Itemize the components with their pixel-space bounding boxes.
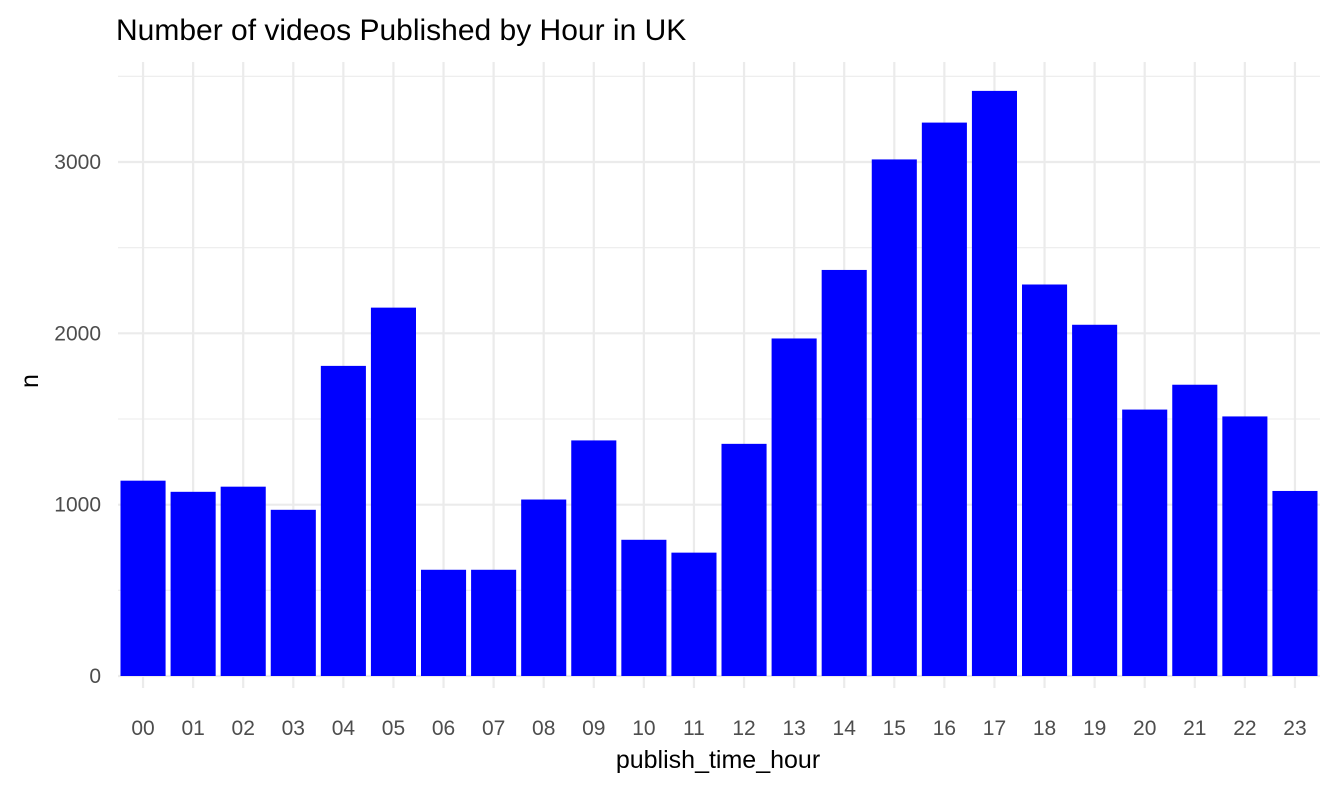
bar-20 xyxy=(1122,409,1168,676)
y-axis-title: n xyxy=(16,374,44,388)
x-tick-label: 05 xyxy=(382,717,405,740)
x-tick-label: 21 xyxy=(1183,717,1206,740)
bar-05 xyxy=(370,307,416,676)
x-tick-label: 17 xyxy=(983,717,1006,740)
x-tick-label: 10 xyxy=(632,717,655,740)
y-axis-ticks: 0 1000 2000 3000 xyxy=(54,151,101,688)
bar-02 xyxy=(220,486,266,676)
x-tick-label: 04 xyxy=(332,717,356,740)
bar-19 xyxy=(1072,324,1118,676)
x-axis-title: publish_time_hour xyxy=(616,746,820,774)
bar-18 xyxy=(1022,284,1068,676)
bar-01 xyxy=(170,491,216,676)
x-tick-label: 18 xyxy=(1033,717,1056,740)
bar-09 xyxy=(571,440,617,676)
bar-15 xyxy=(871,159,917,676)
x-tick-label: 00 xyxy=(131,717,154,740)
x-tick-label: 11 xyxy=(683,717,705,740)
y-tick-label: 0 xyxy=(89,665,101,688)
x-tick-label: 22 xyxy=(1233,717,1256,740)
bar-11 xyxy=(671,552,717,676)
bar-22 xyxy=(1222,416,1268,676)
bar-23 xyxy=(1272,490,1318,676)
bar-14 xyxy=(821,269,867,676)
x-tick-label: 14 xyxy=(833,717,857,740)
x-tick-label: 23 xyxy=(1283,717,1306,740)
x-tick-label: 16 xyxy=(933,717,956,740)
y-tick-label: 3000 xyxy=(54,151,101,174)
x-tick-label: 13 xyxy=(782,717,805,740)
bar-00 xyxy=(120,480,166,676)
bar-07 xyxy=(471,569,517,676)
x-tick-label: 07 xyxy=(482,717,505,740)
y-tick-label: 1000 xyxy=(54,494,101,517)
bars xyxy=(120,90,1318,677)
x-tick-label: 15 xyxy=(883,717,906,740)
x-tick-label: 12 xyxy=(732,717,755,740)
x-tick-label: 20 xyxy=(1133,717,1156,740)
bar-03 xyxy=(270,509,316,676)
bar-04 xyxy=(320,365,366,676)
bar-08 xyxy=(521,499,567,676)
chart-title: Number of videos Published by Hour in UK xyxy=(116,14,686,47)
bar-10 xyxy=(621,539,667,676)
x-tick-label: 09 xyxy=(582,717,605,740)
bar-21 xyxy=(1172,384,1218,676)
bar-12 xyxy=(721,443,767,676)
x-tick-label: 06 xyxy=(432,717,455,740)
x-tick-label: 08 xyxy=(532,717,555,740)
x-tick-label: 01 xyxy=(181,717,204,740)
x-tick-label: 03 xyxy=(282,717,305,740)
bar-06 xyxy=(421,569,467,676)
bar-16 xyxy=(921,122,967,677)
x-tick-label: 19 xyxy=(1083,717,1106,740)
bar-13 xyxy=(771,338,817,676)
x-tick-label: 02 xyxy=(232,717,255,740)
x-axis-ticks: 00 01 02 03 04 05 06 07 08 09 10 11 12 13 14 15 16 17 18 19… xyxy=(131,717,1306,740)
bar-17 xyxy=(971,90,1017,676)
y-tick-label: 2000 xyxy=(54,322,101,345)
